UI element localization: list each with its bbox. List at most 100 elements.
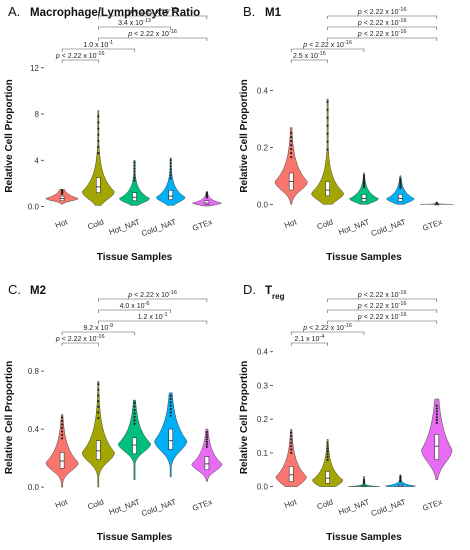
outlier-point [61, 426, 64, 430]
p-value-exponent: -16 [169, 29, 177, 35]
outlier-point [97, 405, 100, 408]
outlier-point [399, 182, 402, 185]
comparison-bracket [290, 59, 328, 63]
category-label: Cold_NAT [370, 497, 407, 518]
violin-hot-nat [349, 172, 379, 205]
outlier-point [435, 404, 438, 407]
outlier-point [169, 171, 172, 174]
outlier-point [399, 177, 402, 180]
outlier-point [205, 433, 208, 436]
comparison-bracket [290, 342, 328, 346]
comparison-label: p < 2.22 x 10-16 [357, 301, 407, 310]
outlier-point [61, 419, 64, 423]
outlier-point [133, 161, 136, 164]
p-value-text: < 2.22 x 10 [362, 314, 399, 321]
violin-cold-nat [386, 175, 415, 205]
outlier-point [399, 475, 402, 478]
box [361, 194, 367, 202]
outlier-point [169, 414, 172, 417]
outlier-point [97, 383, 100, 386]
comparison-bracket [327, 26, 438, 30]
comparison-bracket [327, 309, 438, 313]
comparison-bracket [98, 26, 171, 30]
panel-letter: D. [243, 282, 256, 297]
outlier-point [169, 404, 172, 407]
p-value-text: < 2.22 x 10 [132, 31, 169, 38]
outlier-point [362, 478, 366, 481]
outlier-point [205, 435, 208, 439]
comparison-label: 3.4 x 10-13 [118, 18, 151, 27]
category-label: GTEx [191, 497, 213, 512]
outlier-point [326, 456, 329, 459]
panel-letter: C. [8, 282, 21, 297]
outlier-point [326, 444, 329, 447]
box [168, 190, 173, 200]
p-value-text: < 2.22 x 10 [307, 325, 344, 332]
violin-gtex [191, 428, 223, 482]
outlier-point [362, 182, 366, 185]
outlier-point [133, 405, 136, 408]
x-axis-title: Tissue Samples [97, 252, 173, 263]
box [168, 428, 173, 450]
violin-cold [310, 98, 345, 205]
category-label: Hot_NAT [108, 497, 142, 517]
comparison-label: p < 2.22 x 10-16 [127, 7, 177, 16]
p-value-text: 1.0 x 10 [83, 42, 108, 49]
outlier-point [326, 148, 329, 151]
y-tick-label: 0.0 [257, 200, 269, 209]
outlier-point [362, 174, 366, 177]
violin-hot [275, 429, 307, 487]
panel-a: A. Macrophage/Lymphocyte Ratio0.04812Rela… [4, 4, 222, 263]
p-value-exponent: -16 [97, 334, 105, 340]
category-label: Hot [54, 497, 70, 510]
p-value-exponent: -16 [344, 323, 352, 329]
comparison-label: p < 2.22 x 10-16 [302, 323, 352, 332]
outlier-point [290, 438, 293, 441]
panel-title: M2 [30, 285, 46, 297]
p-value-exponent: -16 [399, 18, 407, 24]
outlier-point [435, 410, 438, 413]
comparison-bracket [61, 48, 135, 52]
outlier-point [290, 132, 293, 135]
p-symbol: p [55, 53, 60, 60]
p-value-text: < 2.22 x 10 [362, 292, 399, 299]
category-label: Cold_NAT [370, 217, 407, 238]
box [204, 456, 210, 470]
comparison-bracket [290, 48, 365, 52]
outlier-point [169, 401, 172, 404]
outlier-point [362, 180, 366, 183]
comparison-bracket [98, 15, 208, 19]
outlier-point [326, 100, 329, 103]
box [96, 177, 101, 193]
outlier-point [290, 451, 293, 455]
outlier-point [326, 132, 329, 135]
violin-hot [274, 127, 308, 205]
y-tick-label: 0.2 [257, 143, 269, 152]
x-axis-title: Tissue Samples [97, 532, 173, 543]
category-label: Hot [283, 217, 299, 230]
comparison-label: p < 2.22 x 10-16 [55, 51, 105, 60]
outlier-point [326, 453, 329, 456]
comparison-bracket [327, 15, 438, 19]
outlier-point [169, 174, 172, 177]
outlier-point [362, 178, 366, 181]
y-tick-label: 0.0 [257, 483, 269, 492]
comparison-label: p < 2.22 x 10-16 [127, 29, 177, 38]
comparison-label: p < 2.22 x 10-16 [357, 18, 407, 27]
outlier-point [435, 201, 438, 204]
outlier-point [326, 124, 329, 127]
category-label: Cold [316, 217, 335, 231]
p-value-exponent: -16 [97, 51, 105, 57]
p-value-exponent: -16 [399, 290, 407, 296]
outlier-point [133, 167, 136, 170]
p-value-text: 2.5 x 10 [293, 53, 318, 60]
violin-hot-nat [118, 160, 151, 206]
category-label: GTEx [421, 497, 443, 512]
outlier-point [169, 407, 172, 411]
comparison-label: 2.1 x 10-4 [294, 334, 324, 343]
panel-letter: A. [8, 4, 20, 19]
comparison-label: p < 2.22 x 10-16 [357, 7, 407, 16]
p-value-exponent: -13 [143, 18, 151, 24]
p-value-exponent: -9 [108, 323, 113, 329]
